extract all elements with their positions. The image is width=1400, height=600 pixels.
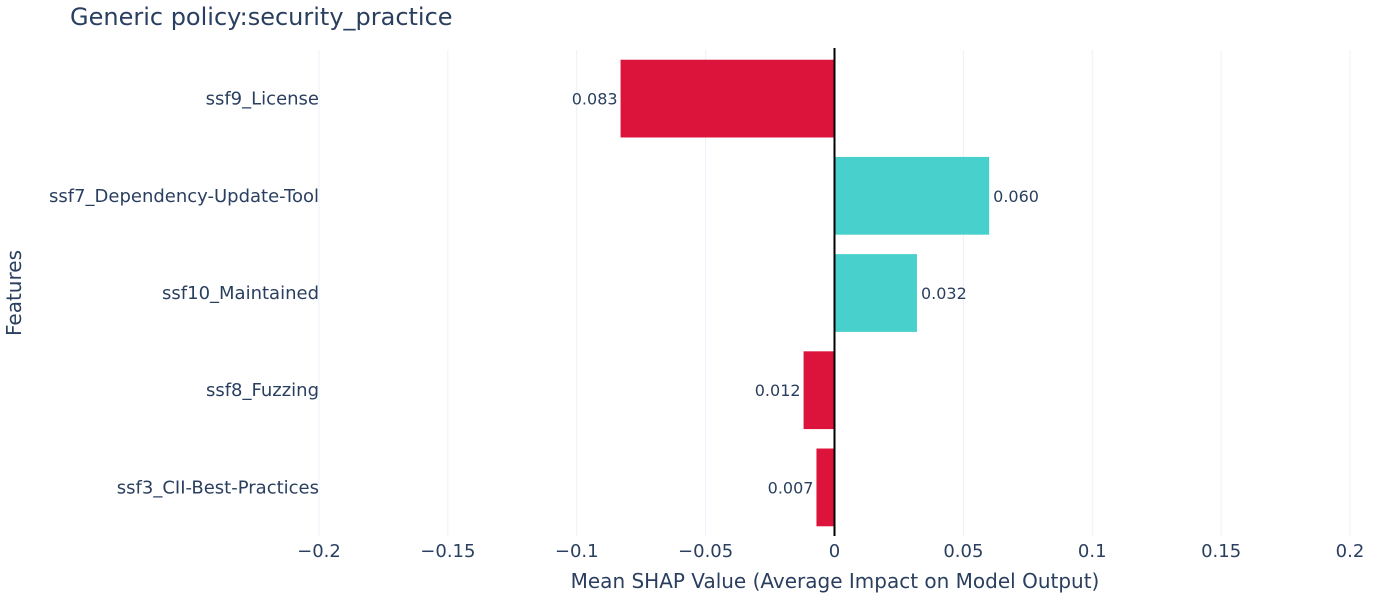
bar <box>834 254 917 332</box>
bar-value-label: 0.060 <box>993 187 1039 206</box>
bar <box>816 448 835 527</box>
bar-value-label: 0.012 <box>755 381 801 400</box>
x-tick-label: 0.1 <box>1078 541 1107 562</box>
category-label: ssf8_Fuzzing <box>206 380 319 401</box>
x-tick-label: 0.05 <box>943 541 983 562</box>
bar <box>803 351 835 430</box>
x-tick-label: 0 <box>829 541 840 562</box>
y-axis-title: Features <box>2 250 26 336</box>
bar-value-label: 0.032 <box>921 284 967 303</box>
bar-value-label: 0.083 <box>572 90 618 109</box>
x-tick-labels: −0.2 −0.15 −0.1 −0.05 0 0.05 0.1 0.15 0.2 <box>297 541 1364 562</box>
category-label: ssf10_Maintained <box>162 283 319 304</box>
data-labels: 0.083 0.060 0.032 0.012 0.007 <box>572 90 1039 498</box>
bar-value-label: 0.007 <box>768 478 814 497</box>
bar <box>620 59 835 138</box>
x-axis-title: Mean SHAP Value (Average Impact on Model… <box>571 569 1100 593</box>
category-label: ssf9_License <box>206 89 319 110</box>
bars <box>620 59 990 527</box>
x-tick-label: −0.15 <box>420 541 475 562</box>
category-label: ssf3_CII-Best-Practices <box>117 477 319 498</box>
x-tick-label: 0.15 <box>1201 541 1241 562</box>
x-tick-label: −0.1 <box>555 541 599 562</box>
x-tick-label: −0.05 <box>678 541 733 562</box>
bar <box>834 156 990 235</box>
x-tick-label: −0.2 <box>297 541 341 562</box>
category-label: ssf7_Dependency-Update-Tool <box>49 186 319 207</box>
x-tick-label: 0.2 <box>1336 541 1365 562</box>
category-labels: ssf9_License ssf7_Dependency-Update-Tools… <box>49 89 319 499</box>
chart-title: Generic policy:security_practice <box>70 3 453 31</box>
